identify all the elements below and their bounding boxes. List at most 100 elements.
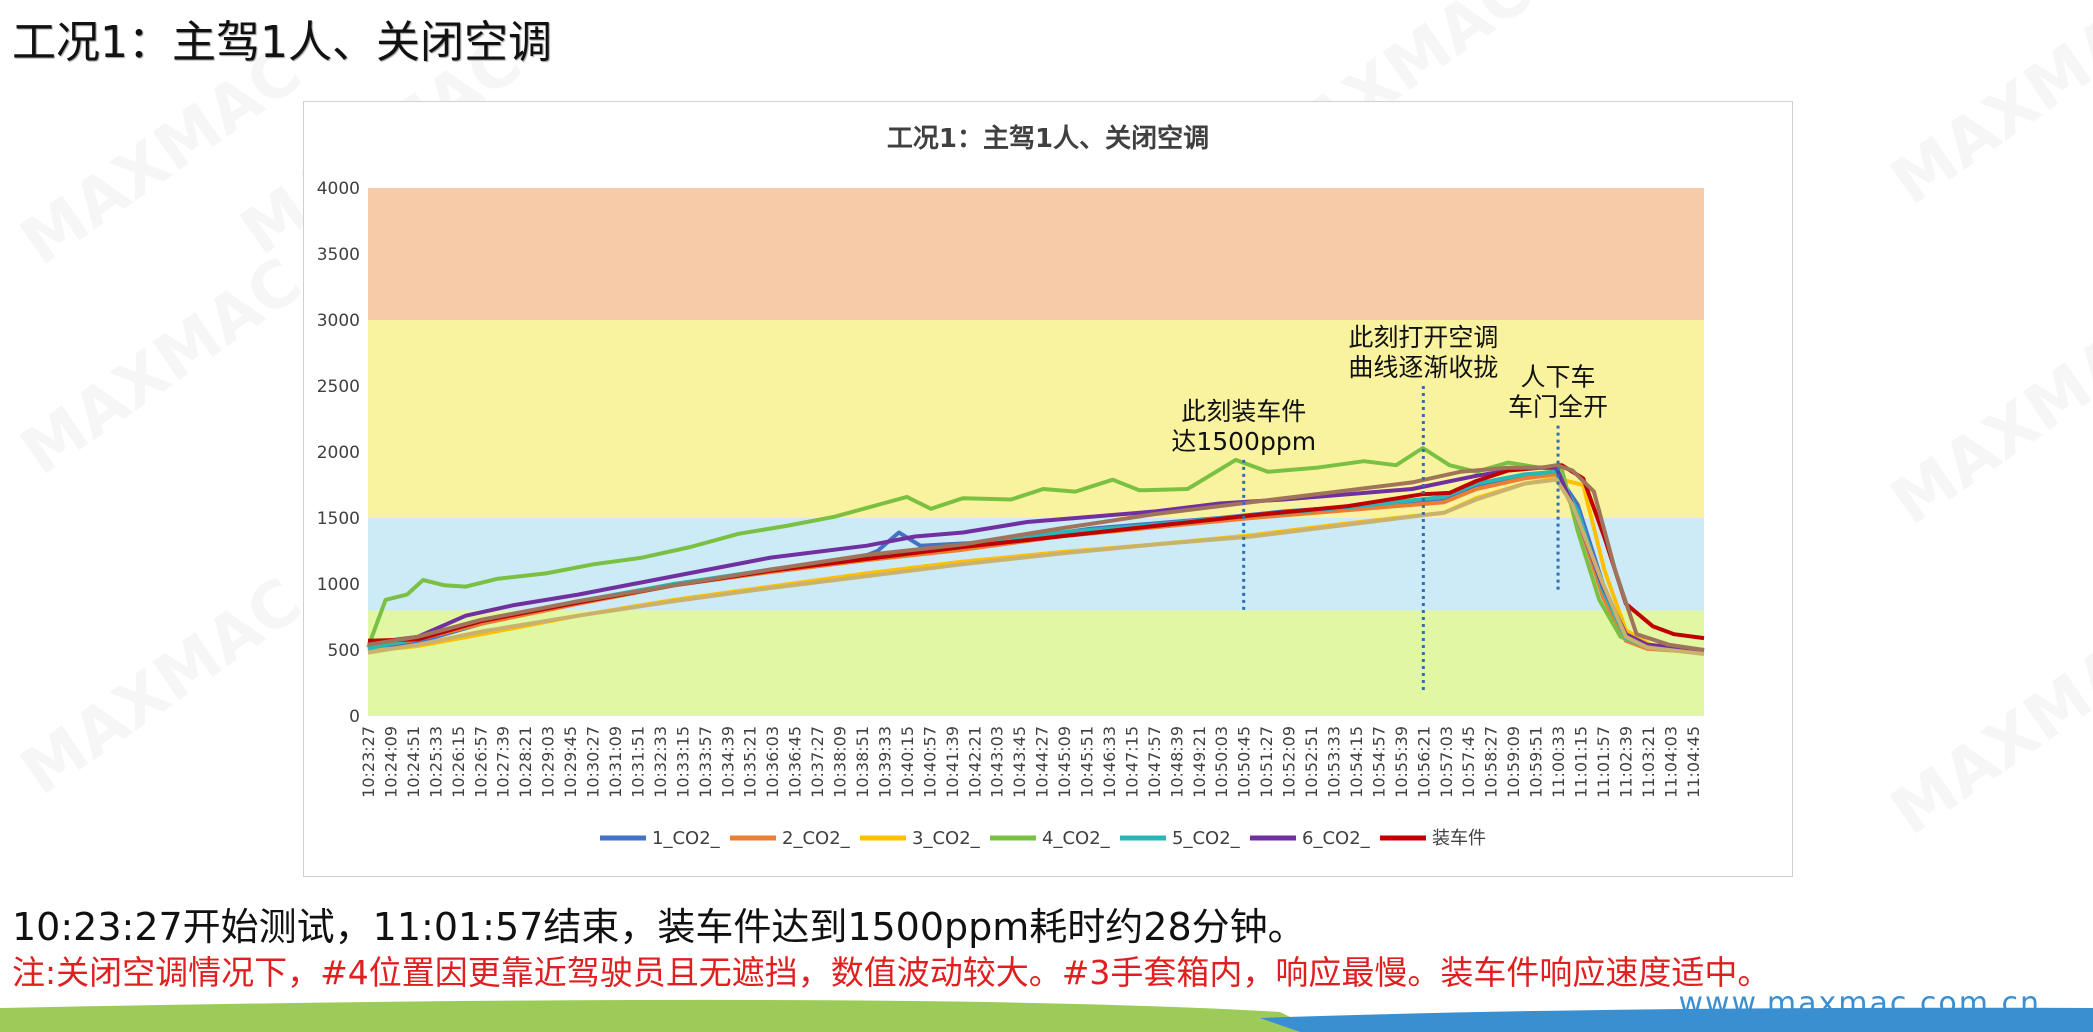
x-tick-label: 11:04:03 bbox=[1661, 726, 1680, 798]
x-tick-label: 10:37:27 bbox=[808, 726, 827, 798]
slide-title: 工况1：主驾1人、关闭空调 bbox=[12, 17, 552, 68]
legend-label: 5_CO2_ bbox=[1172, 828, 1241, 849]
x-tick-label: 10:34:39 bbox=[718, 726, 737, 798]
legend-label: 4_CO2_ bbox=[1042, 828, 1111, 849]
threshold-band bbox=[368, 610, 1704, 716]
x-tick-label: 10:47:15 bbox=[1122, 726, 1141, 798]
x-tick-label: 10:46:33 bbox=[1100, 726, 1119, 798]
x-tick-label: 10:33:15 bbox=[673, 726, 692, 798]
x-tick-label: 10:50:03 bbox=[1212, 726, 1231, 798]
x-tick-label: 10:43:03 bbox=[988, 726, 1007, 798]
x-tick-label: 10:54:57 bbox=[1369, 726, 1388, 798]
y-tick-label: 3000 bbox=[317, 311, 360, 331]
legend-label: 1_CO2_ bbox=[652, 828, 721, 849]
x-tick-label: 10:41:39 bbox=[943, 726, 962, 798]
annotation-label: 人下车 bbox=[1521, 363, 1596, 392]
x-tick-label: 10:31:09 bbox=[606, 726, 625, 798]
watermark: MAXMAC bbox=[8, 564, 315, 810]
x-tick-label: 10:50:45 bbox=[1235, 726, 1254, 798]
x-tick-label: 10:28:21 bbox=[516, 726, 535, 798]
x-tick-label: 10:25:33 bbox=[426, 726, 445, 798]
x-tick-label: 10:36:45 bbox=[786, 726, 805, 798]
x-tick-label: 10:51:27 bbox=[1257, 726, 1276, 798]
website-link[interactable]: www.maxmac.com.cn bbox=[1678, 986, 2041, 1021]
x-tick-label: 10:43:45 bbox=[1010, 726, 1029, 798]
annotation-label: 车门全开 bbox=[1508, 393, 1608, 422]
annotation-label: 此刻装车件 bbox=[1181, 397, 1306, 426]
legend-label: 2_CO2_ bbox=[782, 828, 851, 849]
x-tick-label: 10:59:51 bbox=[1527, 726, 1546, 798]
x-tick-label: 10:23:27 bbox=[359, 726, 378, 798]
x-tick-label: 11:02:39 bbox=[1616, 726, 1635, 798]
y-tick-label: 4000 bbox=[317, 179, 360, 199]
threshold-band bbox=[368, 188, 1704, 320]
summary-text: 10:23:27开始测试，11:01:57结束，装车件达到1500ppm耗时约2… bbox=[12, 905, 1306, 949]
x-tick-label: 11:01:57 bbox=[1594, 726, 1613, 798]
chart-frame: 工况1：主驾1人、关闭空调 0 500 1000 1500 2000 2500 3000 35… bbox=[303, 101, 1793, 877]
x-tick-label: 10:39:33 bbox=[875, 726, 894, 798]
x-tick-label: 10:57:45 bbox=[1459, 726, 1478, 798]
x-tick-label: 10:57:03 bbox=[1437, 726, 1456, 798]
footer-band bbox=[0, 999, 2093, 1032]
x-tick-label: 10:52:09 bbox=[1280, 726, 1299, 798]
x-tick-label: 10:33:57 bbox=[696, 726, 715, 798]
x-tick-label: 11:00:33 bbox=[1549, 726, 1568, 798]
series-line-extra-8 bbox=[367, 477, 1705, 656]
note-text: 注:关闭空调情况下，#4位置因更靠近驾驶员且无遮挡，数值波动较大。#3手套箱内，… bbox=[12, 953, 1771, 992]
x-tick-label: 10:53:33 bbox=[1325, 726, 1344, 798]
x-tick-label: 10:38:51 bbox=[853, 726, 872, 798]
x-tick-label: 10:55:39 bbox=[1392, 726, 1411, 798]
x-tick-label: 10:24:09 bbox=[381, 726, 400, 798]
annotation-label: 曲线逐渐收拢 bbox=[1348, 353, 1498, 382]
x-tick-label: 10:47:57 bbox=[1145, 726, 1164, 798]
x-tick-label: 10:27:39 bbox=[494, 726, 513, 798]
legend-label: 3_CO2_ bbox=[912, 828, 981, 849]
x-tick-label: 10:26:57 bbox=[471, 726, 490, 798]
x-tick-label: 10:45:09 bbox=[1055, 726, 1074, 798]
x-tick-label: 10:56:21 bbox=[1414, 726, 1433, 798]
x-tick-label: 10:54:15 bbox=[1347, 726, 1366, 798]
watermark: MAXMAC bbox=[1878, 0, 2093, 220]
x-tick-label: 10:35:21 bbox=[741, 726, 760, 798]
x-tick-label: 10:45:51 bbox=[1078, 726, 1097, 798]
x-tick-label: 10:40:15 bbox=[898, 726, 917, 798]
annotation-label: 达1500ppm bbox=[1171, 427, 1316, 456]
x-tick-label: 10:58:27 bbox=[1482, 726, 1501, 798]
y-tick-label: 3500 bbox=[317, 245, 360, 265]
x-tick-label: 11:04:45 bbox=[1684, 726, 1703, 798]
x-tick-label: 10:36:03 bbox=[763, 726, 782, 798]
x-tick-label: 10:42:21 bbox=[965, 726, 984, 798]
y-tick-label: 2000 bbox=[317, 443, 360, 463]
x-tick-label: 10:44:27 bbox=[1033, 726, 1052, 798]
x-tick-label: 11:03:21 bbox=[1639, 726, 1658, 798]
y-tick-label: 500 bbox=[328, 641, 360, 661]
x-tick-label: 10:29:45 bbox=[561, 726, 580, 798]
series-line-4_CO2_ bbox=[366, 446, 1705, 652]
watermark: MAXMAC bbox=[8, 244, 315, 490]
y-tick-label: 2500 bbox=[317, 377, 360, 397]
x-tick-label: 10:40:57 bbox=[920, 726, 939, 798]
legend-label: 装车件 bbox=[1432, 828, 1486, 849]
x-tick-label: 10:32:33 bbox=[651, 726, 670, 798]
x-tick-label: 11:01:15 bbox=[1572, 726, 1591, 798]
x-tick-label: 10:29:03 bbox=[539, 726, 558, 798]
x-tick-label: 10:48:39 bbox=[1167, 726, 1186, 798]
watermark: MAXMAC bbox=[1878, 604, 2093, 850]
x-tick-label: 10:38:09 bbox=[831, 726, 850, 798]
annotation-label: 此刻打开空调 bbox=[1348, 323, 1498, 352]
y-tick-label: 1000 bbox=[317, 575, 360, 595]
co2-line-chart: 工况1：主驾1人、关闭空调 0 500 1000 1500 2000 2500 3000 35… bbox=[317, 123, 1705, 849]
x-tick-label: 10:24:51 bbox=[404, 726, 423, 798]
x-tick-label: 10:52:51 bbox=[1302, 726, 1321, 798]
y-tick-label: 1500 bbox=[317, 509, 360, 529]
x-tick-label: 10:49:21 bbox=[1190, 726, 1209, 798]
x-tick-label: 10:59:09 bbox=[1504, 726, 1523, 798]
x-tick-label: 10:30:27 bbox=[584, 726, 603, 798]
x-tick-label: 10:26:15 bbox=[449, 726, 468, 798]
legend-label: 6_CO2_ bbox=[1302, 828, 1371, 849]
series-line-extra-7 bbox=[367, 463, 1705, 652]
y-tick-label: 0 bbox=[349, 707, 360, 727]
chart-title: 工况1：主驾1人、关闭空调 bbox=[887, 123, 1209, 154]
x-tick-label: 10:31:51 bbox=[628, 726, 647, 798]
watermark: MAXMAC bbox=[1878, 294, 2093, 540]
